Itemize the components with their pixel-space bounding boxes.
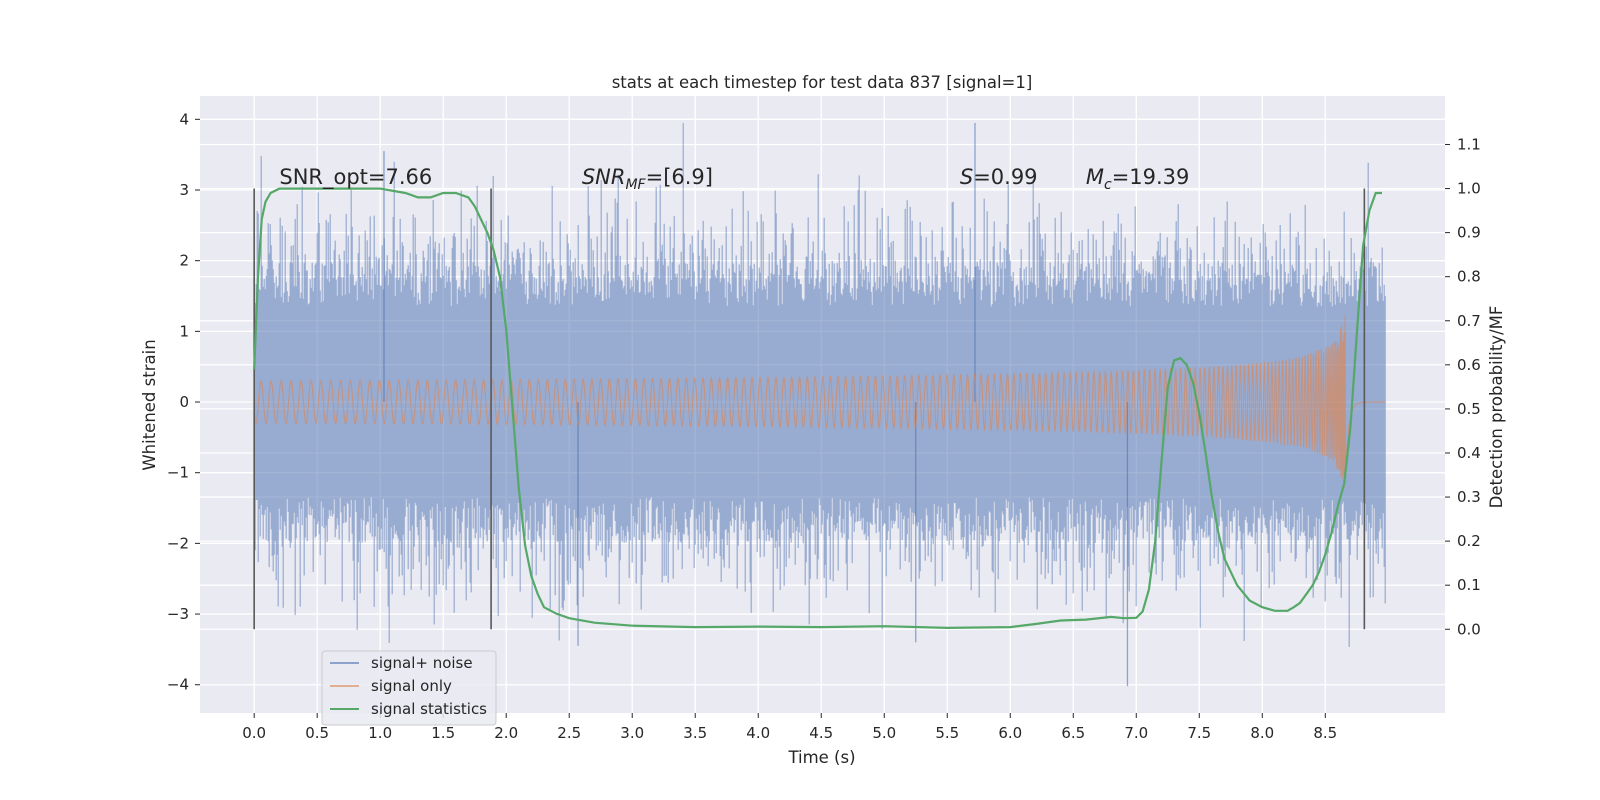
y-tick-label: 1 (179, 322, 189, 340)
x-tick-label: 1.0 (368, 724, 392, 742)
x-tick-label: 7.0 (1124, 724, 1148, 742)
annotation-snr-mf-value: =[6.9] (646, 165, 713, 189)
x-tick-label: 2.5 (557, 724, 581, 742)
annotation-snr-mf: SNRMF=[6.9] (582, 165, 713, 193)
y-tick-label: 2 (179, 252, 189, 270)
x-tick-label: 8.0 (1250, 724, 1274, 742)
y2-tick-label: 0.3 (1457, 488, 1481, 506)
x-axis-ticks: 0.0 0.5 1.0 1.5 2.0 2.5 3.0 3.5 4.0 4.5 5.0 5.5 6.0 6… (242, 713, 1337, 742)
x-tick-label: 3.5 (683, 724, 707, 742)
x-tick-label: 4.5 (809, 724, 833, 742)
y2-tick-label: 1.1 (1457, 135, 1481, 153)
y-tick-label: 3 (179, 181, 189, 199)
y-tick-label: −1 (167, 464, 189, 482)
y2-axis-label: Detection probability/MF (1487, 306, 1506, 509)
x-tick-label: 3.0 (620, 724, 644, 742)
x-tick-label: 8.5 (1313, 724, 1337, 742)
annotation-snr-mf-main: SNR (582, 165, 626, 189)
y2-tick-label: 0.0 (1457, 620, 1481, 638)
y2-tick-label: 0.9 (1457, 224, 1481, 242)
marker-lines (253, 188, 1366, 630)
y-tick-label: −3 (167, 605, 189, 623)
x-tick-label: 0.5 (305, 724, 329, 742)
annotation-mc-sub: c (1104, 177, 1112, 193)
y2-axis-ticks: 1.1 1.0 0.9 0.8 0.7 0.6 0.5 0.4 0.3 0.2 0.1 0.0 (1445, 135, 1481, 638)
y-tick-label: 0 (179, 393, 189, 411)
x-tick-label: 5.5 (935, 724, 959, 742)
legend-box (321, 650, 497, 726)
signal-series (253, 315, 1386, 489)
x-tick-label: 4.0 (746, 724, 770, 742)
annotation-mc-main: M (1086, 165, 1104, 189)
y2-tick-label: 0.6 (1457, 356, 1481, 374)
annotation-snr-mf-sub: MF (625, 177, 646, 193)
y2-tick-label: 1.0 (1457, 180, 1481, 198)
y-tick-label: −4 (167, 676, 189, 694)
y2-tick-label: 0.7 (1457, 312, 1481, 330)
annotation-s-value: =0.99 (973, 165, 1037, 189)
x-tick-label: 6.0 (998, 724, 1022, 742)
annotation-snr-opt: SNR_opt=7.66 (279, 165, 432, 190)
annotation-mc: Mc=19.39 (1086, 165, 1190, 193)
stats-series-line (253, 187, 1382, 630)
legend-label-noise: signal+ noise (371, 654, 473, 672)
y-tick-label: 4 (179, 110, 189, 128)
x-tick-label: 7.5 (1187, 724, 1211, 742)
y-axis-ticks: 4 3 2 1 0 −1 −2 −3 −4 (167, 110, 200, 694)
x-tick-label: 1.5 (431, 724, 455, 742)
y2-tick-label: 0.1 (1457, 576, 1481, 594)
x-tick-label: 0.0 (242, 724, 266, 742)
annotation-s-main: S (960, 165, 973, 189)
legend: signal+ noise signal only signal statist… (321, 650, 497, 726)
y2-tick-label: 0.8 (1457, 268, 1481, 286)
y-axis-label: Whitened strain (140, 339, 159, 470)
legend-label-signal: signal only (371, 677, 452, 695)
y2-tick-label: 0.4 (1457, 444, 1481, 462)
chart-title: stats at each timestep for test data 837… (612, 73, 1033, 92)
x-tick-label: 5.0 (872, 724, 896, 742)
x-tick-label: 2.0 (494, 724, 518, 742)
y2-tick-label: 0.5 (1457, 400, 1481, 418)
y2-tick-label: 0.2 (1457, 532, 1481, 550)
signal-series-line (253, 315, 1386, 489)
legend-label-stats: signal statistics (371, 700, 487, 718)
annotation-mc-value: =19.39 (1112, 165, 1190, 189)
x-axis-label: Time (s) (787, 748, 855, 767)
y-tick-label: −2 (167, 534, 189, 552)
annotation-s: S=0.99 (960, 165, 1038, 189)
x-tick-label: 6.5 (1061, 724, 1085, 742)
